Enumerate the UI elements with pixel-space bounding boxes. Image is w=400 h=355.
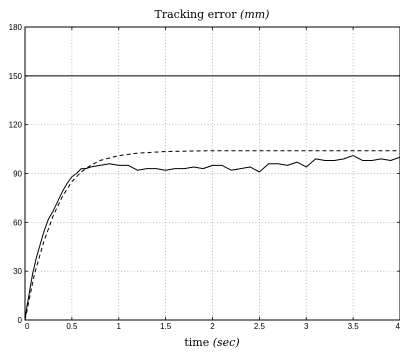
- y-tick-label: 150: [9, 72, 23, 81]
- x-tick-label: 3: [304, 322, 309, 331]
- y-tick-label: 0: [18, 316, 23, 325]
- series-layer: [24, 75, 400, 321]
- series-line-1: [24, 155, 400, 321]
- x-tick-label: 3.5: [348, 322, 360, 331]
- x-tick-label: 2.5: [254, 322, 266, 331]
- y-tick-label: 30: [13, 267, 22, 276]
- y-tick-label: 180: [9, 23, 23, 32]
- plot-background: [25, 27, 400, 320]
- x-axis-label: time (sec): [184, 336, 239, 349]
- y-tick-label: 60: [13, 218, 22, 227]
- x-tick-label: 1: [117, 322, 122, 331]
- y-tick-label: 90: [13, 170, 22, 179]
- x-tick-label: 4: [396, 322, 400, 331]
- x-tick-label: 2: [210, 322, 215, 331]
- x-tick-label: 1.5: [160, 322, 172, 331]
- x-tick-label: 0.5: [66, 322, 78, 331]
- x-tick-label: 0: [25, 322, 30, 331]
- series-line-2: [24, 150, 400, 321]
- chart-title: Tracking error (mm): [155, 8, 270, 21]
- axis-ticks: 0 0.5 1 1.5 2 2.5 3 3.5 4 0 30 60 90 120 150 180: [9, 23, 400, 331]
- y-tick-label: 120: [9, 121, 23, 130]
